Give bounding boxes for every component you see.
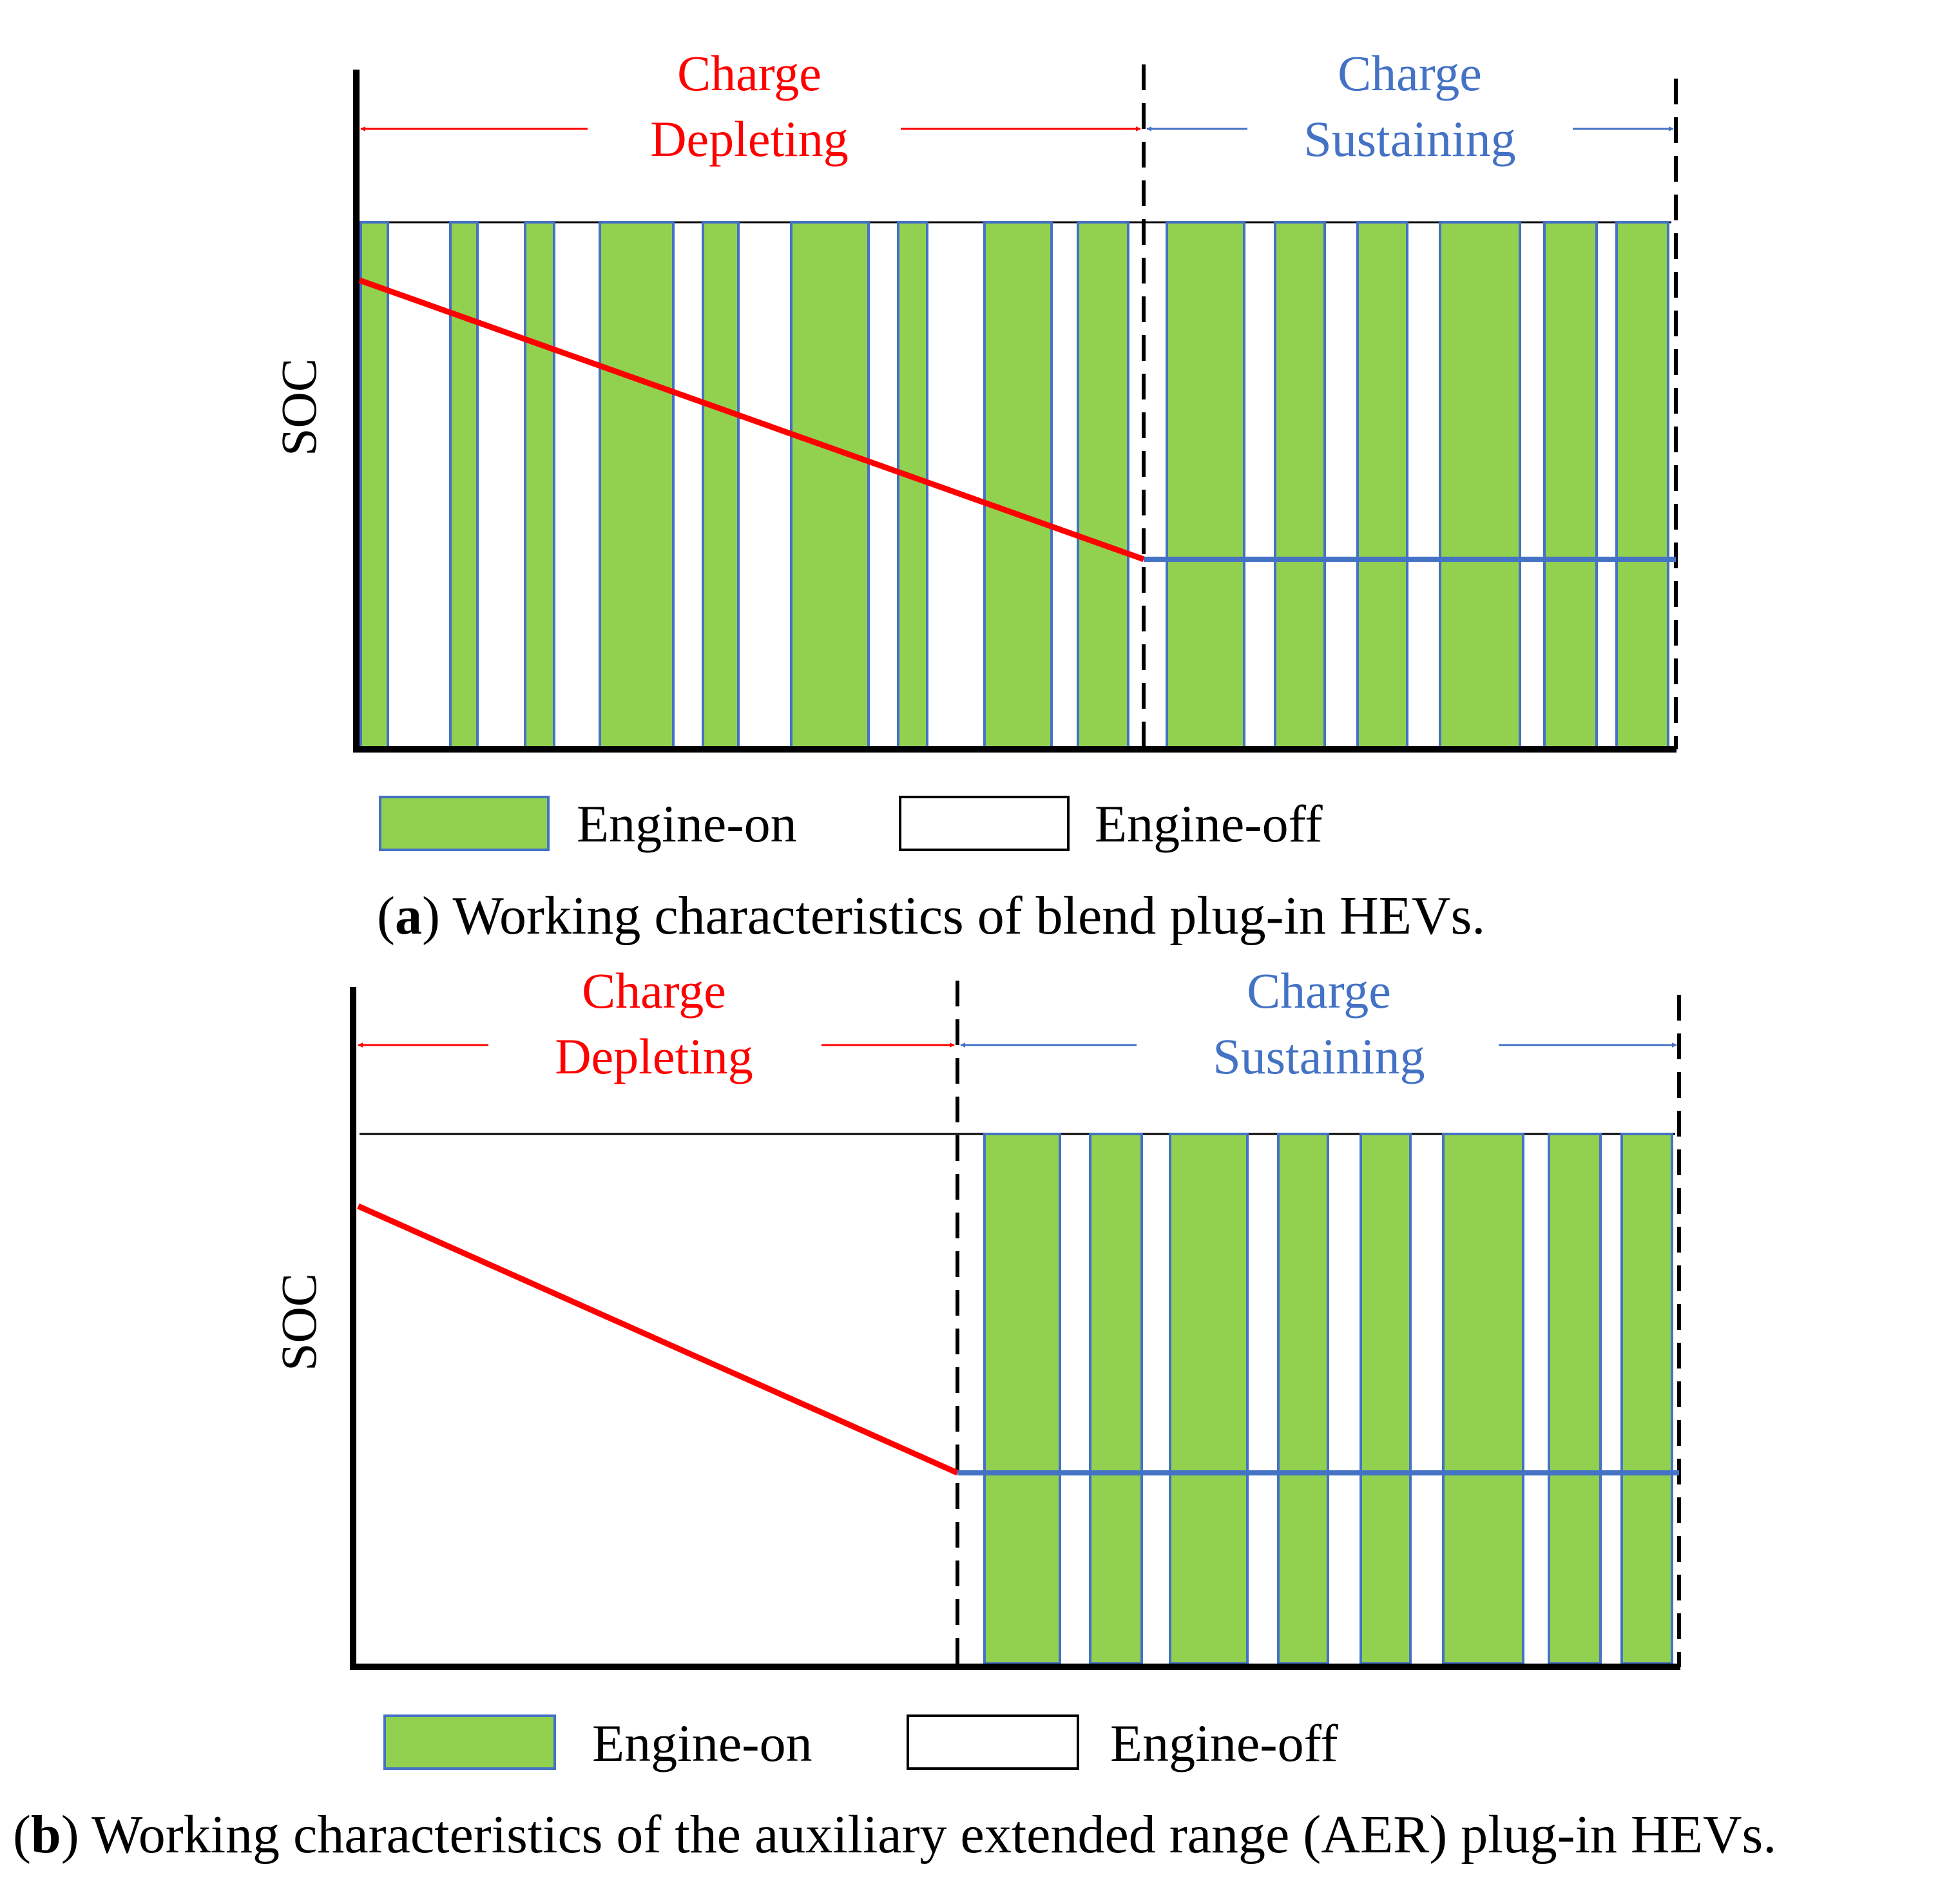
- engine-on-bar: [1089, 1133, 1143, 1665]
- engine-on-bars: [983, 1133, 1673, 1665]
- caption-tag: a: [394, 886, 422, 946]
- y-axis-label: SOC: [271, 358, 327, 456]
- engine-on-bar: [983, 221, 1053, 751]
- charge-depleting-label: Charge: [582, 963, 726, 1019]
- legend-engine-off-swatch: [899, 796, 1070, 851]
- engine-on-bar: [983, 1133, 1061, 1665]
- engine-on-bar: [449, 221, 479, 751]
- engine-on-bar: [1548, 1133, 1602, 1665]
- panel-a: Charge Depleting Charge Sustaining SOC E…: [271, 45, 1678, 853]
- caption-tag: b: [30, 1805, 61, 1865]
- engine-on-bar: [790, 221, 870, 751]
- legend-engine-on-swatch: [383, 1714, 556, 1770]
- charge-sustaining-label: Charge: [1338, 45, 1482, 101]
- legend-engine-on-swatch: [379, 796, 550, 851]
- engine-on-bar: [599, 221, 675, 751]
- caption-text: Working characteristics of blend plug-in…: [452, 886, 1486, 946]
- charge-sustaining-label: Sustaining: [1213, 1028, 1425, 1084]
- engine-on-bar: [1543, 221, 1598, 751]
- engine-on-bar: [1442, 1133, 1524, 1665]
- engine-on-bar: [1169, 1133, 1249, 1665]
- engine-on-bar: [1439, 221, 1521, 751]
- engine-on-bar: [702, 221, 740, 751]
- engine-on-bar: [1620, 1133, 1673, 1665]
- engine-on-bars: [360, 221, 1669, 751]
- soc-depleting-line: [358, 277, 1145, 562]
- charge-depleting-label: Depleting: [555, 1028, 753, 1084]
- engine-on-bar: [360, 221, 389, 751]
- charge-depleting-label: Depleting: [650, 111, 849, 167]
- legend-engine-off-swatch: [907, 1714, 1079, 1770]
- engine-on-bar: [1274, 221, 1326, 751]
- legend-engine-on-label: Engine-on: [577, 794, 797, 853]
- panel-b: Charge Depleting Charge Sustaining SOC E…: [271, 963, 1681, 1772]
- charge-sustaining-label: Charge: [1247, 963, 1391, 1019]
- engine-on-bar: [1077, 221, 1129, 751]
- engine-on-bar: [897, 221, 928, 751]
- engine-on-bar: [524, 221, 555, 751]
- charge-depleting-label: Charge: [677, 45, 821, 101]
- caption-b: (b) Working characteristics of the auxil…: [13, 1805, 1777, 1865]
- caption-a: (a) Working characteristics of blend plu…: [377, 886, 1486, 946]
- engine-on-bar: [1166, 221, 1245, 751]
- legend-engine-off-label: Engine-off: [1095, 794, 1323, 853]
- caption-text: Working characteristics of the auxiliary…: [91, 1805, 1777, 1865]
- engine-on-bar: [1615, 221, 1669, 751]
- engine-on-bar: [1277, 1133, 1329, 1665]
- charge-sustaining-label: Sustaining: [1303, 111, 1515, 167]
- engine-on-bar: [1356, 221, 1408, 751]
- engine-on-bar: [1360, 1133, 1412, 1665]
- legend-engine-on-label: Engine-on: [592, 1714, 812, 1772]
- legend-engine-off-label: Engine-off: [1110, 1714, 1338, 1772]
- soc-depleting-line: [357, 1203, 959, 1476]
- y-axis-label: SOC: [271, 1273, 327, 1371]
